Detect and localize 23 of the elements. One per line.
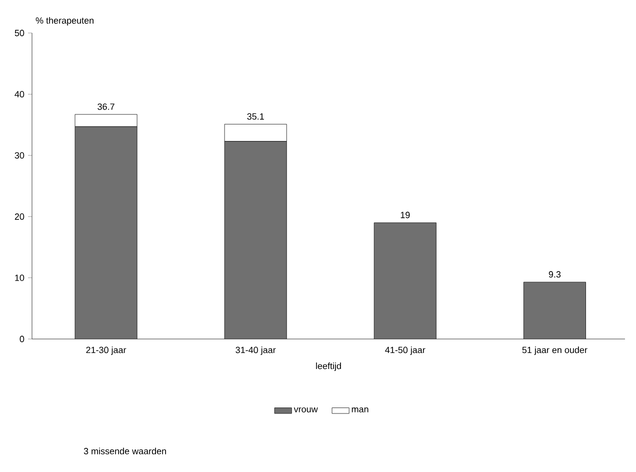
x-tick-label: 31-40 jaar: [236, 346, 276, 355]
y-tick-label: 40: [14, 91, 24, 98]
text: 3 missende waarden: [84, 448, 166, 454]
x-axis-title: leeftijd: [316, 362, 341, 371]
total-label: 35.1: [247, 113, 264, 120]
x-tick-label: 41-50 jaar: [385, 346, 426, 355]
legend-label: man: [352, 407, 368, 412]
total-label: 19: [400, 212, 410, 218]
y-tick-label: 30: [14, 152, 24, 159]
bar: [374, 222, 436, 339]
bar: [224, 141, 287, 339]
y-tick-label: 20: [14, 213, 24, 220]
total-label: 9.3: [548, 271, 561, 278]
y-axis-title: % therapeuten: [36, 17, 94, 26]
total-label: 36.7: [98, 103, 114, 110]
x-tick-label: 51 jaar en ouder: [522, 346, 588, 355]
y-tick-label: 0: [20, 336, 24, 342]
y-tick-label: 10: [15, 274, 24, 281]
bar: [75, 126, 138, 339]
y-tick-label: 50: [14, 30, 24, 36]
x-tick-label: 21-30 jaar: [86, 346, 126, 355]
legend-label: vrouw: [294, 407, 318, 412]
bar: [523, 282, 586, 339]
